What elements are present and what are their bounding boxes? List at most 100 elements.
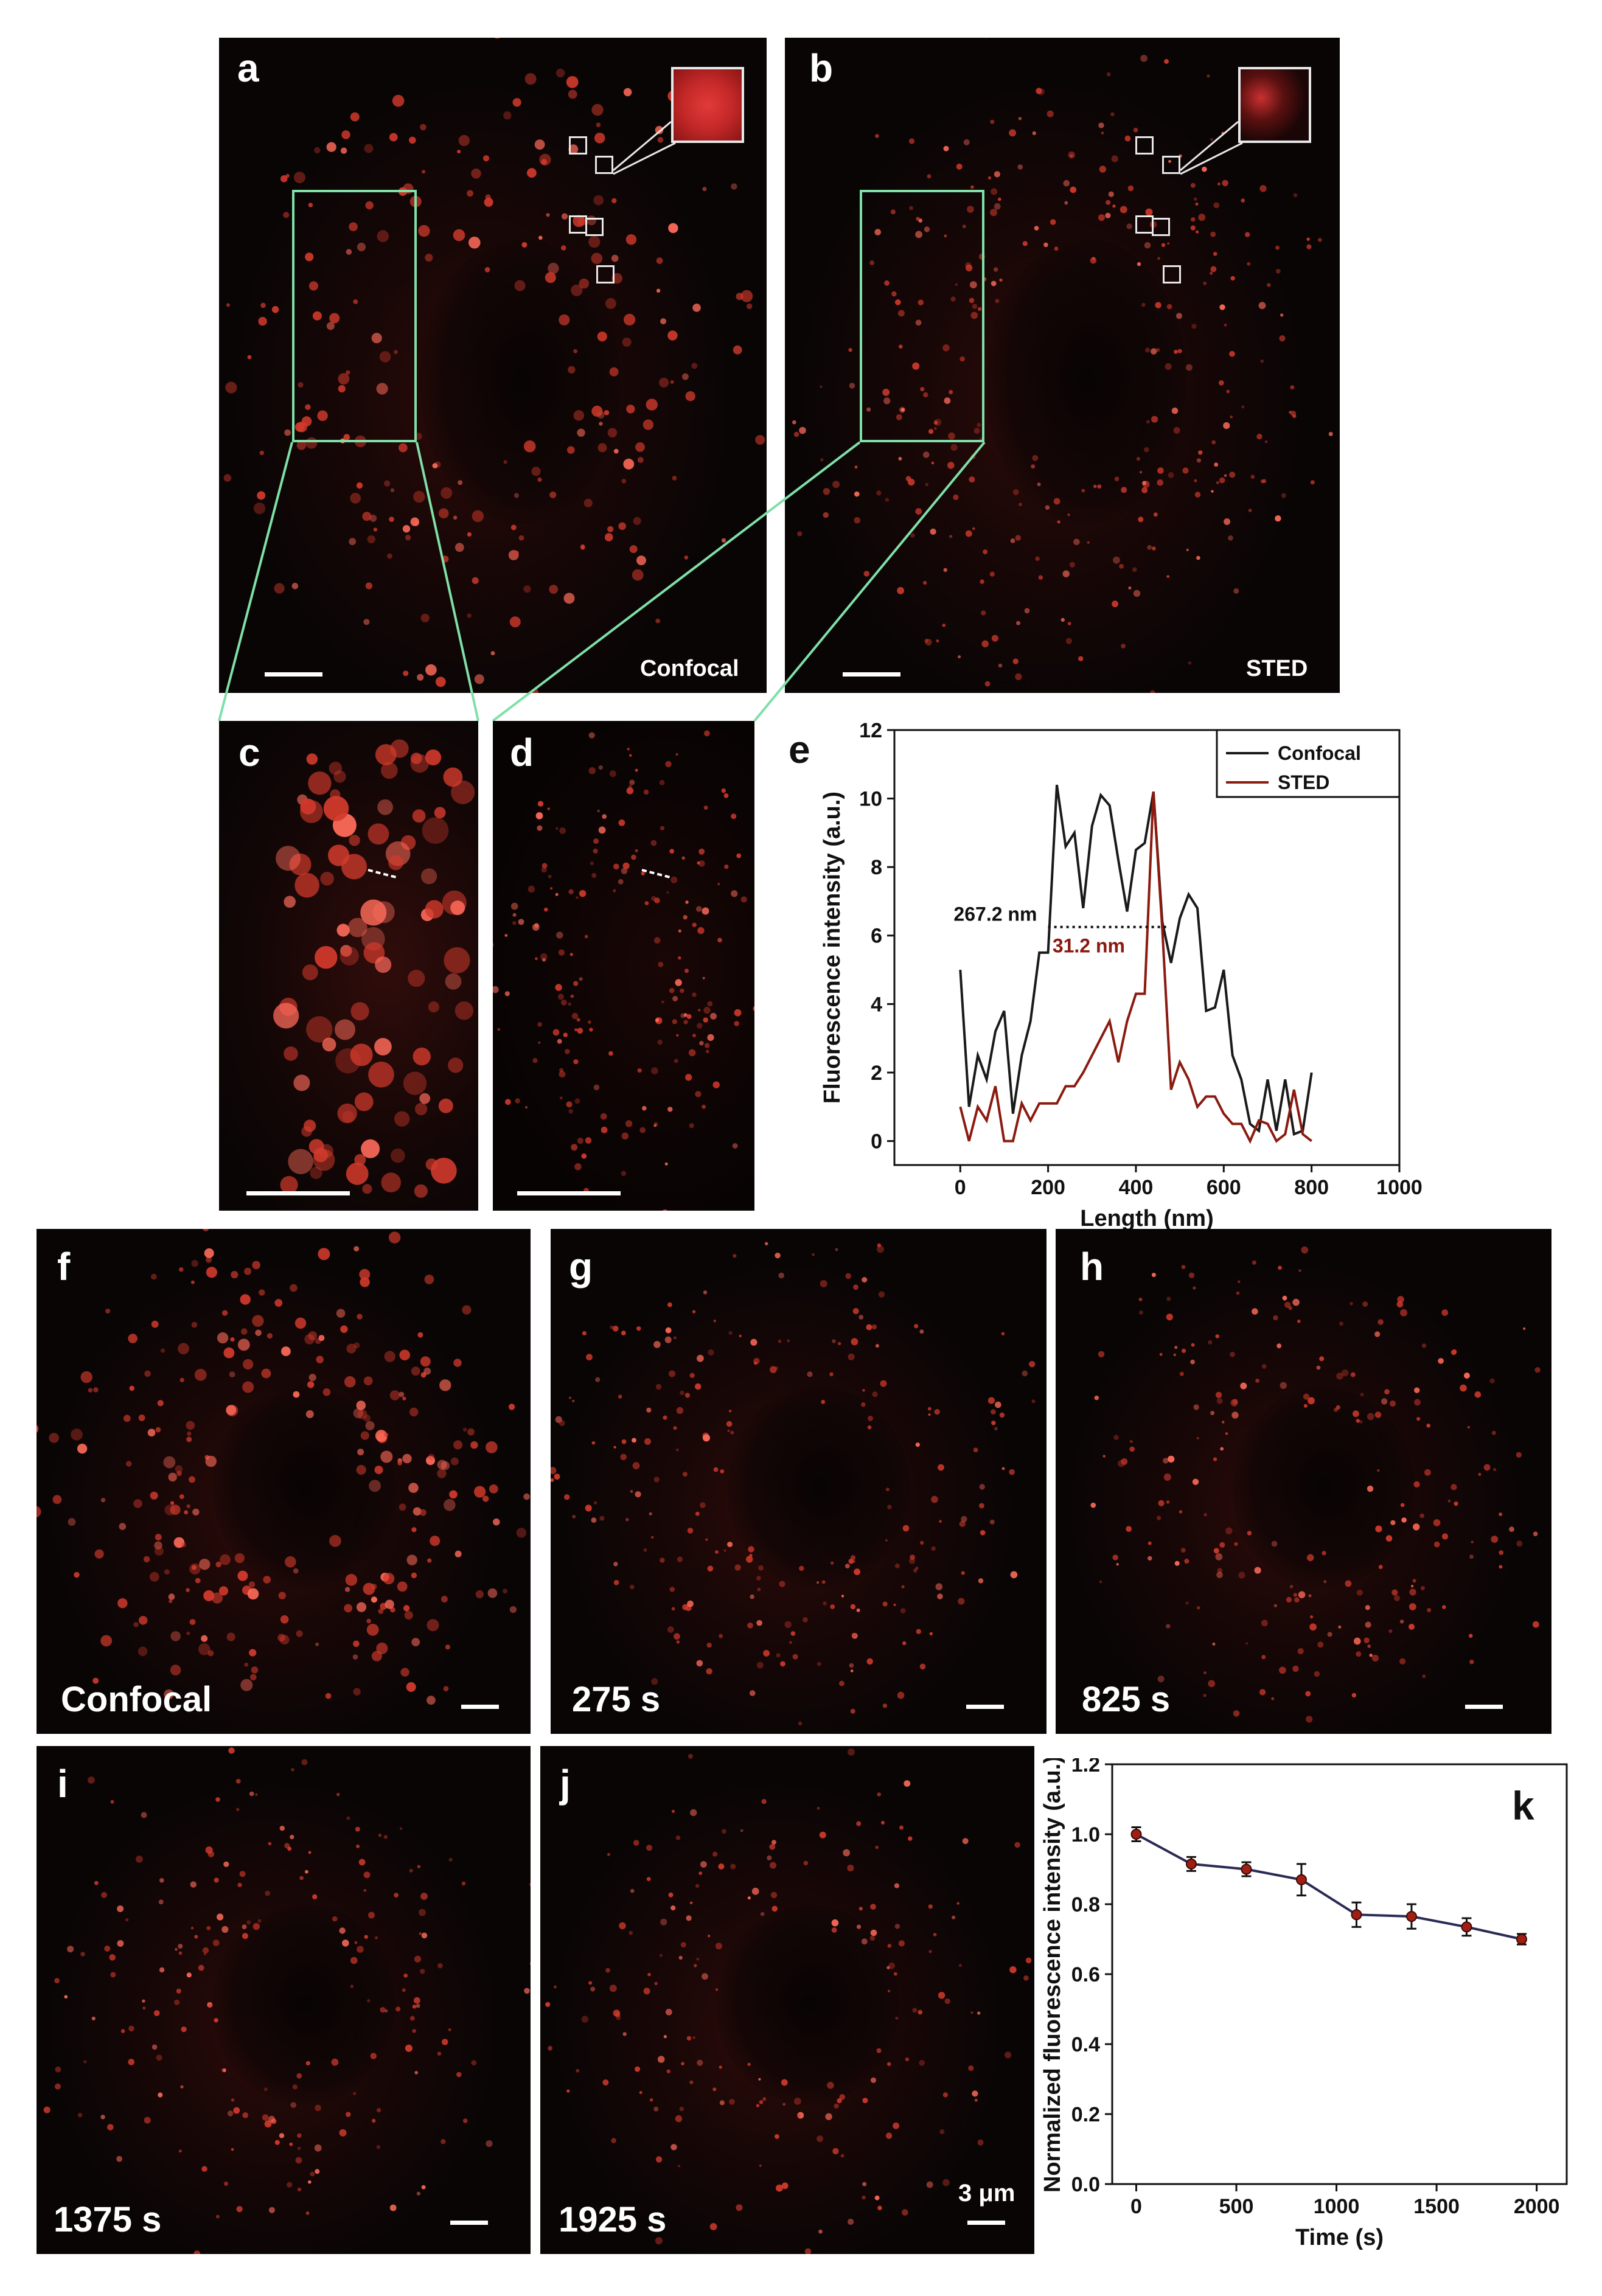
fluorescent-punctum xyxy=(1166,1500,1170,1504)
fluorescent-punctum xyxy=(279,2133,285,2138)
fluorescent-punctum xyxy=(1234,1542,1238,1546)
fluorescent-punctum xyxy=(1190,225,1196,231)
panel-f-caption: Confocal xyxy=(61,1680,212,1719)
fluorescent-punctum xyxy=(1509,1526,1514,1532)
fluorescent-punctum xyxy=(1256,433,1262,440)
fluorescent-punctum xyxy=(1217,183,1221,186)
fluorescent-punctum xyxy=(1273,1315,1278,1321)
fluorescent-punctum xyxy=(1186,364,1193,371)
fluorescent-punctum xyxy=(395,2006,401,2012)
fluorescent-punctum xyxy=(154,1546,164,1556)
fluorescent-punctum xyxy=(194,1935,198,1939)
fluorescent-punctum xyxy=(551,1467,557,1475)
fluorescent-punctum xyxy=(178,1951,183,1955)
fluorescent-punctum xyxy=(780,1661,785,1667)
panel-f-puncta xyxy=(37,1229,530,1705)
fluorescent-punctum xyxy=(1414,1399,1421,1406)
panel-a-roi-box xyxy=(596,265,615,284)
fluorescent-punctum xyxy=(613,1562,618,1567)
fluorescent-punctum xyxy=(924,638,929,643)
fluorescent-punctum xyxy=(1137,262,1141,266)
fluorescent-punctum xyxy=(1029,1361,1036,1368)
fluorescent-punctum xyxy=(1328,431,1333,436)
fluorescent-punctum xyxy=(528,885,535,893)
fluorescent-punctum xyxy=(1306,244,1312,249)
fluorescent-punctum xyxy=(876,2048,882,2053)
fluorescent-punctum xyxy=(441,487,453,499)
fluorescent-punctum xyxy=(363,619,370,625)
fluorescent-punctum xyxy=(870,2077,877,2083)
fluorescent-punctum xyxy=(403,1974,408,1978)
fluorescent-punctum xyxy=(858,1907,863,1911)
fluorescent-punctum xyxy=(235,1779,241,1784)
fluorescent-punctum xyxy=(538,1041,541,1044)
fluorescent-punctum xyxy=(1338,1625,1342,1629)
fluorescent-punctum xyxy=(707,1001,713,1007)
fluorescent-punctum xyxy=(239,1871,246,1877)
fluorescent-punctum xyxy=(981,610,986,616)
fluorescent-punctum xyxy=(1314,1671,1320,1677)
fluorescent-punctum xyxy=(607,428,618,438)
fluorescent-punctum xyxy=(1229,350,1235,357)
fluorescent-punctum xyxy=(683,1020,688,1025)
panel-a-roi-box xyxy=(569,136,587,155)
fluorescent-punctum xyxy=(1362,1301,1368,1307)
fluorescent-punctum xyxy=(1213,252,1217,256)
panel-j-image xyxy=(540,1746,1034,2254)
fluorescent-punctum xyxy=(695,1884,700,1888)
panel-e-x-tick-label: 1000 xyxy=(1376,1176,1423,1199)
fluorescent-punctum xyxy=(413,1997,420,2004)
fluorescent-punctum xyxy=(363,1414,371,1422)
fluorescent-punctum xyxy=(928,1950,932,1953)
fluorescent-punctum xyxy=(328,844,350,866)
fluorescent-punctum xyxy=(1271,1697,1275,1700)
fluorescent-punctum xyxy=(854,1568,860,1576)
fluorescent-punctum xyxy=(586,1354,593,1361)
fluorescent-punctum xyxy=(474,674,484,684)
fluorescent-punctum xyxy=(729,2098,735,2105)
fluorescent-punctum xyxy=(582,1331,587,1335)
fluorescent-punctum xyxy=(387,553,392,559)
fluorescent-punctum xyxy=(117,1905,124,1912)
fluorescent-punctum xyxy=(1158,1500,1165,1506)
fluorescent-punctum xyxy=(1017,164,1023,170)
fluorescent-punctum xyxy=(1433,1541,1440,1548)
panel-k-data-point xyxy=(1295,1874,1307,1885)
fluorescent-punctum xyxy=(1145,347,1150,353)
fluorescent-punctum xyxy=(306,753,318,765)
fluorescent-punctum xyxy=(697,1354,704,1362)
fluorescent-punctum xyxy=(1493,1467,1497,1472)
fluorescent-punctum xyxy=(360,899,387,926)
panel-i-image xyxy=(37,1746,531,2254)
fluorescent-punctum xyxy=(702,187,707,192)
fluorescent-punctum xyxy=(981,640,989,648)
fluorescent-punctum xyxy=(287,2182,293,2188)
panel-a-caption: Confocal xyxy=(640,656,739,681)
fluorescent-punctum xyxy=(542,863,548,869)
fluorescent-punctum xyxy=(390,488,395,493)
fluorescent-punctum xyxy=(508,1404,515,1410)
fluorescent-punctum xyxy=(875,134,879,138)
fluorescent-punctum xyxy=(420,1893,428,1900)
fluorescent-punctum xyxy=(211,1592,223,1604)
fluorescent-punctum xyxy=(588,1981,593,1985)
fluorescent-punctum xyxy=(186,1436,192,1442)
fluorescent-punctum xyxy=(629,545,638,554)
fluorescent-punctum xyxy=(581,2016,588,2023)
fluorescent-punctum xyxy=(1094,1396,1099,1400)
fluorescent-punctum xyxy=(353,1640,360,1647)
fluorescent-punctum xyxy=(950,444,958,451)
fluorescent-punctum xyxy=(845,1564,850,1568)
fluorescent-punctum xyxy=(510,524,517,531)
fluorescent-punctum xyxy=(357,242,366,252)
fluorescent-punctum xyxy=(675,1835,681,1840)
fluorescent-punctum xyxy=(381,762,398,779)
fluorescent-punctum xyxy=(961,1571,965,1575)
fluorescent-punctum xyxy=(571,284,583,296)
fluorescent-punctum xyxy=(573,349,577,353)
fluorescent-punctum xyxy=(1001,1332,1005,1336)
fluorescent-punctum xyxy=(959,356,965,362)
fluorescent-punctum xyxy=(887,1944,891,1948)
fluorescent-punctum xyxy=(885,498,890,502)
